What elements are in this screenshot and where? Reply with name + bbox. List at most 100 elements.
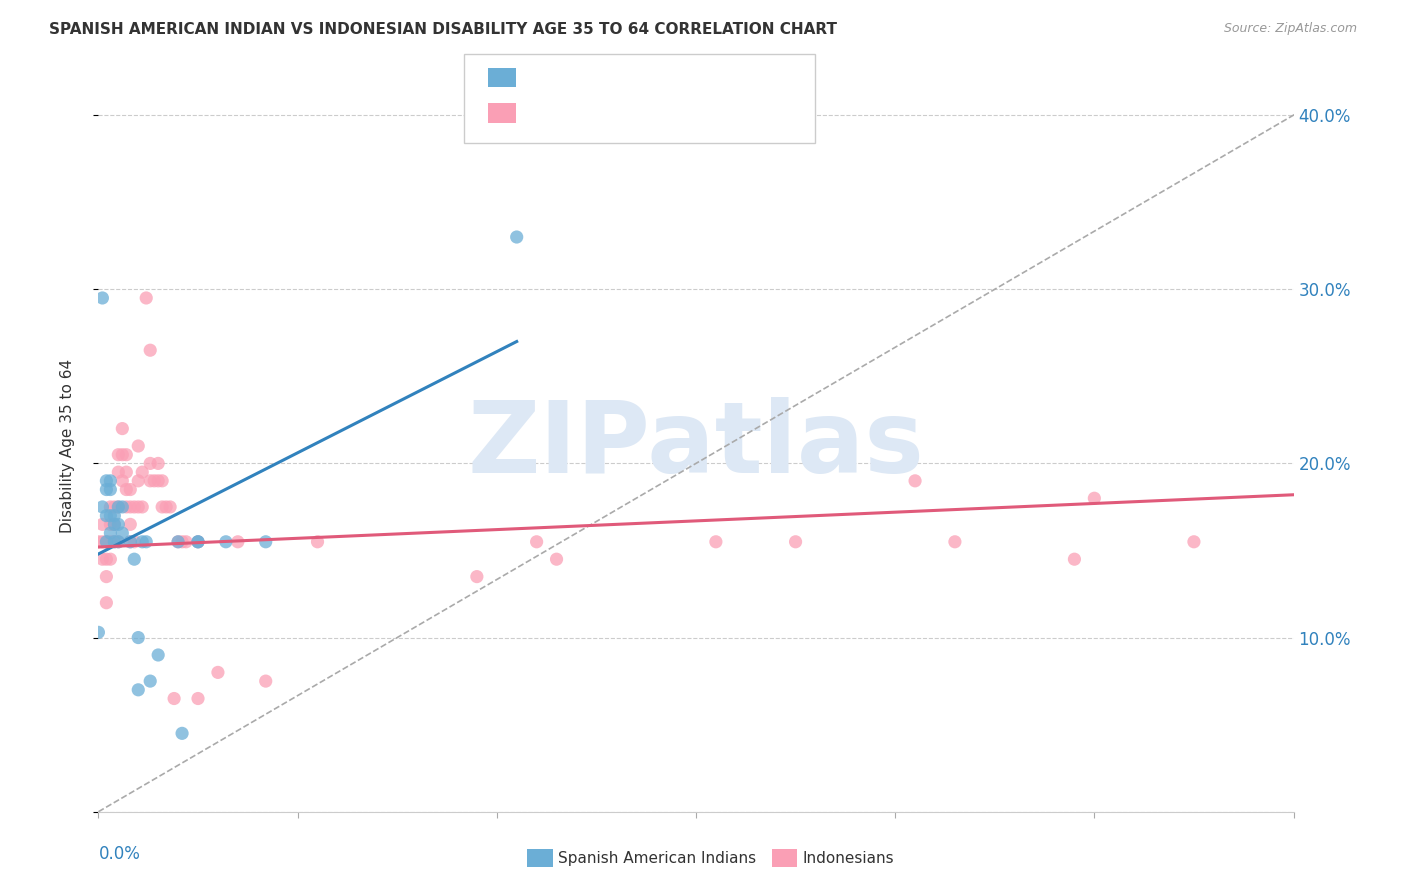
Point [96,534,118,549]
Point [111,500,134,514]
Text: Source: ZipAtlas.com: Source: ZipAtlas.com [1223,22,1357,36]
Point [254,534,277,549]
Point [96,474,118,488]
Point [207,665,229,680]
Point [107,534,129,549]
Text: N =: N = [636,107,675,125]
Text: 34: 34 [678,71,703,89]
Point [98,526,122,541]
Point [96,508,118,523]
Point [103,534,125,549]
Text: Spanish American Indians: Spanish American Indians [558,851,756,865]
Point [120,517,142,532]
Point [107,500,129,514]
Point [91,500,114,514]
Point [103,517,125,532]
Point [187,534,209,549]
Point [127,682,149,697]
Point [120,500,142,514]
Point [1063,552,1085,566]
Point [111,474,134,488]
Point [187,534,209,549]
Point [115,448,138,462]
Point [150,474,173,488]
Point [139,674,162,689]
Point [785,534,807,549]
Point [159,500,181,514]
Point [546,552,568,566]
Y-axis label: Disability Age 35 to 64: Disability Age 35 to 64 [60,359,75,533]
Text: 68: 68 [678,107,703,125]
Point [96,534,118,549]
Point [98,534,122,549]
Text: SPANISH AMERICAN INDIAN VS INDONESIAN DISABILITY AGE 35 TO 64 CORRELATION CHART: SPANISH AMERICAN INDIAN VS INDONESIAN DI… [49,22,837,37]
Point [98,517,122,532]
Point [1182,534,1205,549]
Point [148,648,170,662]
Point [115,465,138,479]
Point [103,508,125,523]
Point [111,421,134,435]
Point [124,534,146,549]
Point [103,534,125,549]
Text: 0.112: 0.112 [572,107,628,125]
Point [96,552,118,566]
Point [111,448,134,462]
Point [143,474,166,488]
Point [148,474,170,488]
Point [139,474,162,488]
Point [96,483,118,497]
Text: N =: N = [636,71,675,89]
Point [163,691,186,706]
Point [135,534,157,549]
Text: R =: R = [524,107,569,125]
Point [127,474,149,488]
Point [127,500,149,514]
Point [526,534,548,549]
Point [91,291,114,305]
Point [115,483,138,497]
Point [107,517,129,532]
Text: 0.388: 0.388 [572,71,630,89]
Point [107,448,129,462]
Point [120,483,142,497]
Point [87,534,110,549]
Point [704,534,727,549]
Point [91,552,114,566]
Point [1083,491,1105,506]
Point [904,474,927,488]
Point [87,625,110,640]
Point [148,457,170,471]
Text: Indonesians: Indonesians [803,851,894,865]
Point [115,500,138,514]
Point [96,569,118,583]
Point [167,534,190,549]
Point [107,465,129,479]
Point [187,534,209,549]
Point [226,534,249,549]
Point [98,483,122,497]
Point [127,631,149,645]
Point [307,534,329,549]
Point [150,500,173,514]
Point [167,534,190,549]
Point [124,552,146,566]
Point [111,526,134,541]
Point [98,508,122,523]
Point [139,457,162,471]
Point [103,517,125,532]
Point [127,439,149,453]
Point [172,726,194,740]
Point [120,534,142,549]
Point [139,343,162,358]
Point [120,534,142,549]
Point [131,500,153,514]
Point [131,534,153,549]
Text: 0.0%: 0.0% [98,845,141,863]
Point [465,569,488,583]
Point [943,534,966,549]
Point [506,230,529,244]
Point [124,500,146,514]
Point [98,552,122,566]
Point [174,534,197,549]
